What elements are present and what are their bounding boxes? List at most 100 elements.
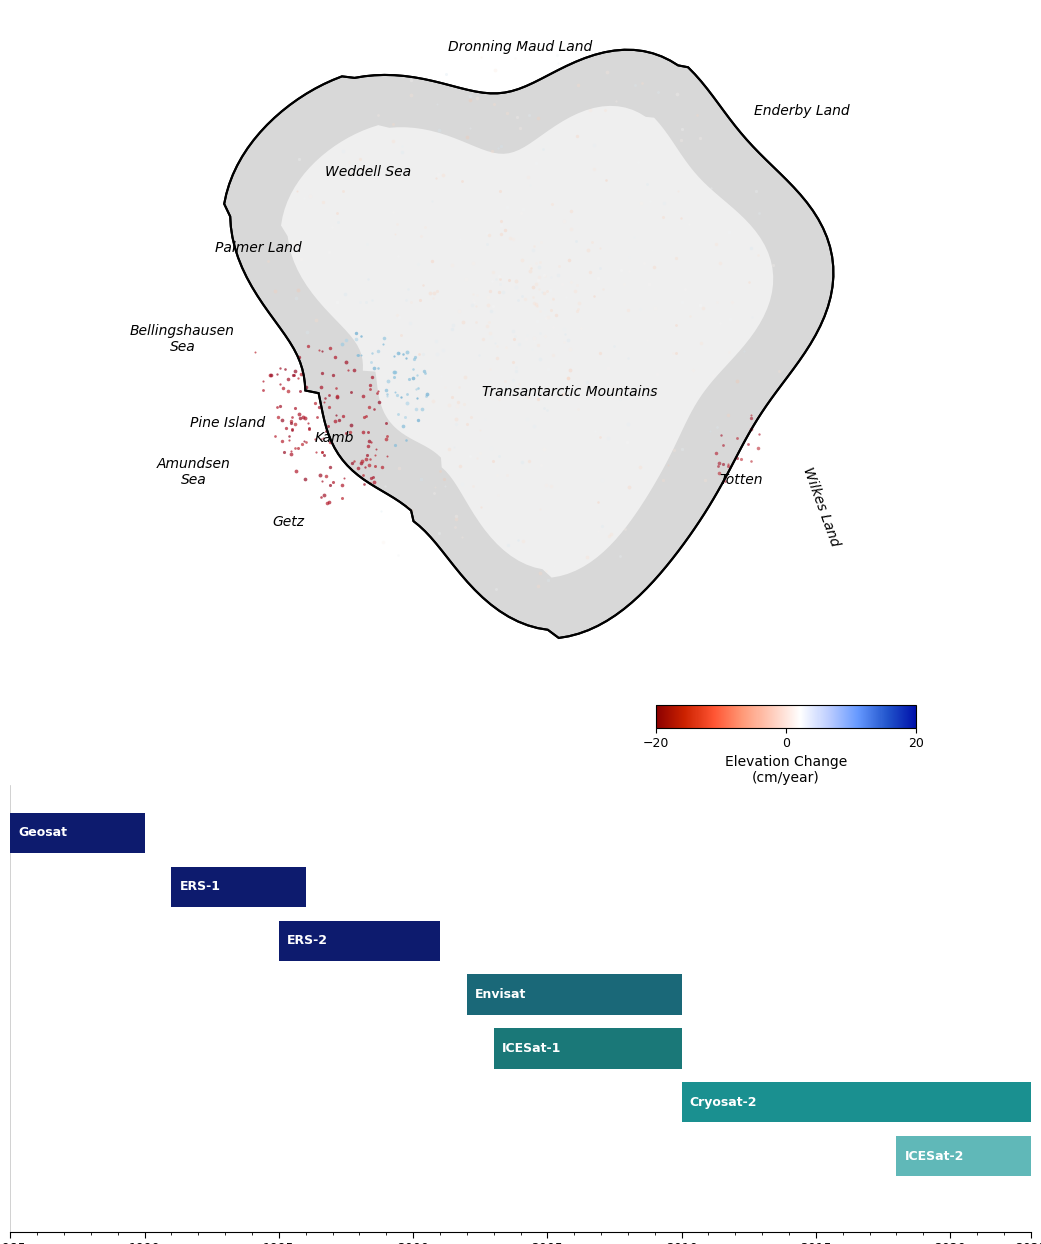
Point [255, 371, 272, 391]
Point [629, 152, 645, 172]
Point [298, 432, 314, 452]
Point [389, 545, 406, 565]
Point [472, 443, 488, 463]
Point [500, 535, 516, 555]
Point [494, 282, 511, 302]
Point [520, 104, 537, 124]
Point [542, 476, 559, 496]
Point [606, 336, 623, 356]
Point [417, 387, 434, 407]
Point [355, 386, 372, 406]
Point [591, 342, 608, 362]
Point [770, 362, 787, 382]
Point [280, 425, 297, 445]
Point [355, 422, 372, 442]
Point [441, 396, 458, 415]
Point [510, 290, 527, 310]
Point [451, 301, 467, 321]
Point [721, 221, 738, 241]
Point [544, 289, 561, 309]
Point [586, 158, 603, 178]
Point [280, 369, 297, 389]
Point [352, 292, 369, 312]
Point [334, 335, 351, 355]
Point [681, 214, 697, 234]
Point [620, 248, 637, 267]
Point [502, 228, 518, 248]
Text: Envisat: Envisat [475, 988, 527, 1001]
Point [411, 290, 428, 310]
Point [556, 320, 573, 340]
Point [350, 458, 366, 478]
Point [530, 336, 547, 356]
Point [272, 397, 288, 417]
Point [540, 358, 557, 378]
Point [448, 506, 464, 526]
Point [436, 476, 453, 496]
Point [376, 328, 392, 348]
Point [301, 418, 318, 438]
Point [493, 214, 510, 234]
Point [272, 374, 288, 394]
Point [475, 328, 491, 348]
Point [465, 253, 482, 272]
Point [486, 302, 503, 322]
Point [468, 285, 485, 305]
Point [492, 224, 509, 244]
Point [659, 454, 676, 474]
Point [335, 142, 352, 162]
Polygon shape [224, 50, 834, 638]
Point [336, 284, 353, 304]
Point [491, 269, 508, 289]
Point [489, 348, 506, 368]
Point [416, 216, 433, 236]
Point [567, 281, 584, 301]
Point [703, 178, 719, 198]
Point [321, 384, 337, 404]
Point [461, 86, 478, 106]
Point [361, 455, 378, 475]
Point [544, 289, 561, 309]
Point [461, 90, 478, 109]
Point [537, 309, 554, 328]
Point [559, 368, 576, 388]
Point [379, 383, 396, 403]
Text: Bellingshausen
Sea: Bellingshausen Sea [130, 325, 234, 355]
Point [589, 521, 606, 541]
Point [618, 432, 635, 452]
Point [643, 240, 660, 260]
Point [352, 453, 369, 473]
FancyBboxPatch shape [682, 1082, 1031, 1122]
Point [498, 338, 514, 358]
Point [550, 323, 566, 343]
Point [356, 407, 373, 427]
Point [733, 449, 750, 469]
Point [600, 428, 616, 448]
Point [293, 249, 309, 269]
Point [492, 211, 509, 231]
Point [396, 345, 412, 364]
Point [384, 114, 401, 134]
Point [668, 343, 685, 363]
Point [488, 269, 505, 289]
Point [405, 348, 422, 368]
Point [562, 360, 579, 379]
Point [514, 531, 531, 551]
Point [484, 296, 501, 316]
Point [528, 153, 544, 173]
Point [321, 493, 337, 513]
Point [499, 465, 515, 485]
Point [370, 358, 386, 378]
Point [638, 330, 655, 350]
Point [747, 182, 764, 202]
Point [447, 518, 463, 537]
Point [402, 312, 418, 332]
Point [720, 342, 737, 362]
Point [259, 251, 276, 271]
Point [284, 420, 301, 440]
Point [290, 368, 307, 388]
Point [384, 131, 401, 151]
Point [561, 250, 578, 270]
Point [508, 277, 525, 297]
Point [378, 413, 395, 433]
